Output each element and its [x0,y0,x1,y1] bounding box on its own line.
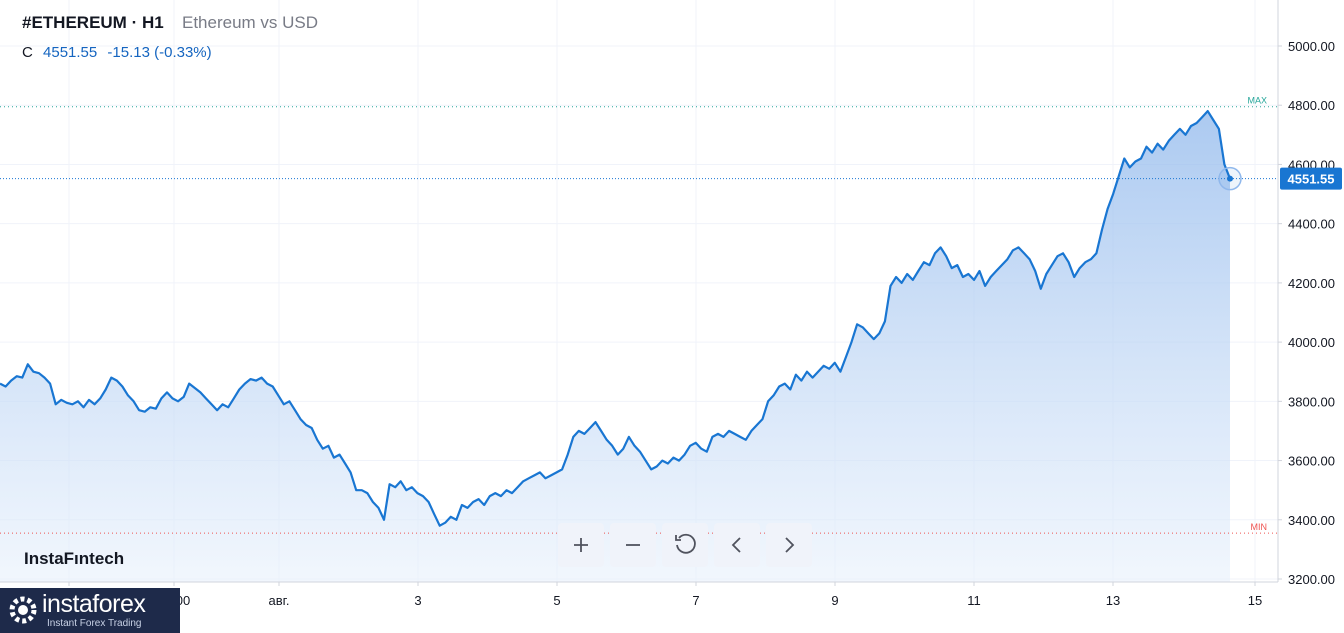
series-area [0,111,1230,582]
y-tick-label: 3200.00 [1288,572,1335,587]
instaforex-logo[interactable]: instaforex Instant Forex Trading [0,588,180,633]
scroll-right-button[interactable] [766,523,812,567]
chart-toolbar [558,523,812,569]
chevron-left-icon [731,537,741,553]
y-tick-label: 3600.00 [1288,454,1335,469]
logo-name: instaforex [42,590,146,618]
y-tick-label: 4800.00 [1288,98,1335,113]
minus-icon [626,544,640,546]
reset-button[interactable] [662,523,708,567]
y-tick-label: 5000.00 [1288,39,1335,54]
plus-icon [574,538,588,552]
last-price-badge [1280,167,1342,190]
close-label: C [22,44,33,61]
min-label: MIN [1251,522,1268,532]
x-tick-label: 5 [553,593,560,608]
zoom-in-button[interactable] [558,523,604,567]
last-price-label: 4551.55 [1288,172,1335,187]
y-tick-label: 4000.00 [1288,335,1335,350]
max-label: MAX [1247,96,1267,106]
price-change: -15.13 (-0.33%) [107,44,212,61]
chart-symbol: #ETHEREUM · H1 [22,13,164,32]
y-tick-label: 3400.00 [1288,513,1335,528]
y-tick-label: 3800.00 [1288,394,1335,409]
close-value: 4551.55 [43,44,98,61]
y-tick-label: 4400.00 [1288,217,1335,232]
x-tick-label: 9 [831,593,838,608]
x-tick-label: 13 [1106,593,1120,608]
ohlc-readout: C 4551.55 -15.13 (-0.33%) [22,44,212,61]
y-tick-label: 4200.00 [1288,276,1335,291]
x-tick-label: 7 [692,593,699,608]
x-tick-label: 11 [967,593,981,608]
watermark-logo: InstaFıntech [24,549,125,568]
series-line [0,110,1232,527]
zoom-out-button[interactable] [610,523,656,567]
scroll-left-button[interactable] [714,523,760,567]
x-tick-label: 3 [414,593,421,608]
x-tick-label: 15 [1248,593,1262,608]
x-tick-label: авг. [269,593,290,608]
last-point [1227,175,1233,182]
gear-logo-icon [9,596,37,624]
logo-tagline: Instant Forex Trading [47,618,142,629]
reset-icon [675,533,696,554]
chart-description: Ethereum vs USD [182,13,319,32]
chevron-right-icon [785,537,795,553]
